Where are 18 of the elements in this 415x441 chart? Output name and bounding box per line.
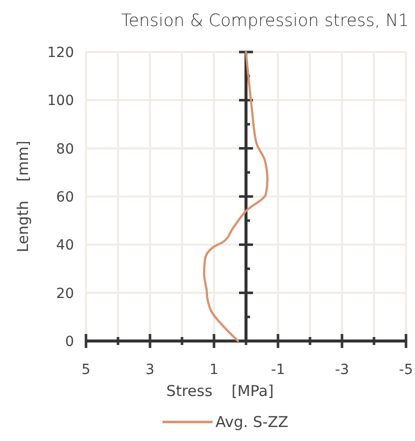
line-series <box>202 50 269 342</box>
y-tick-label: 40 <box>56 238 74 254</box>
y-axis-title: Length [mm] <box>14 140 32 252</box>
legend-label: Avg. S-ZZ <box>216 413 288 431</box>
x-tick-label: -3 <box>335 362 349 378</box>
x-tick-label: 3 <box>146 362 154 378</box>
y-tick-label: 20 <box>56 286 74 302</box>
x-tick-label: 1 <box>210 362 218 378</box>
x-tick-label: -1 <box>271 362 285 378</box>
x-tick-label: 5 <box>82 362 90 378</box>
y-tick-label: 120 <box>47 45 74 61</box>
y-tick-label: 80 <box>56 141 74 158</box>
y-tick-label: 0 <box>65 334 74 350</box>
x-axis-title: Stress [MPa] <box>166 382 274 400</box>
y-tick-label: 100 <box>47 93 74 110</box>
chart-title: Tension & Compression stress, N1 <box>121 11 409 31</box>
x-tick-label: -5 <box>399 362 413 378</box>
y-tick-label: 60 <box>56 190 74 206</box>
